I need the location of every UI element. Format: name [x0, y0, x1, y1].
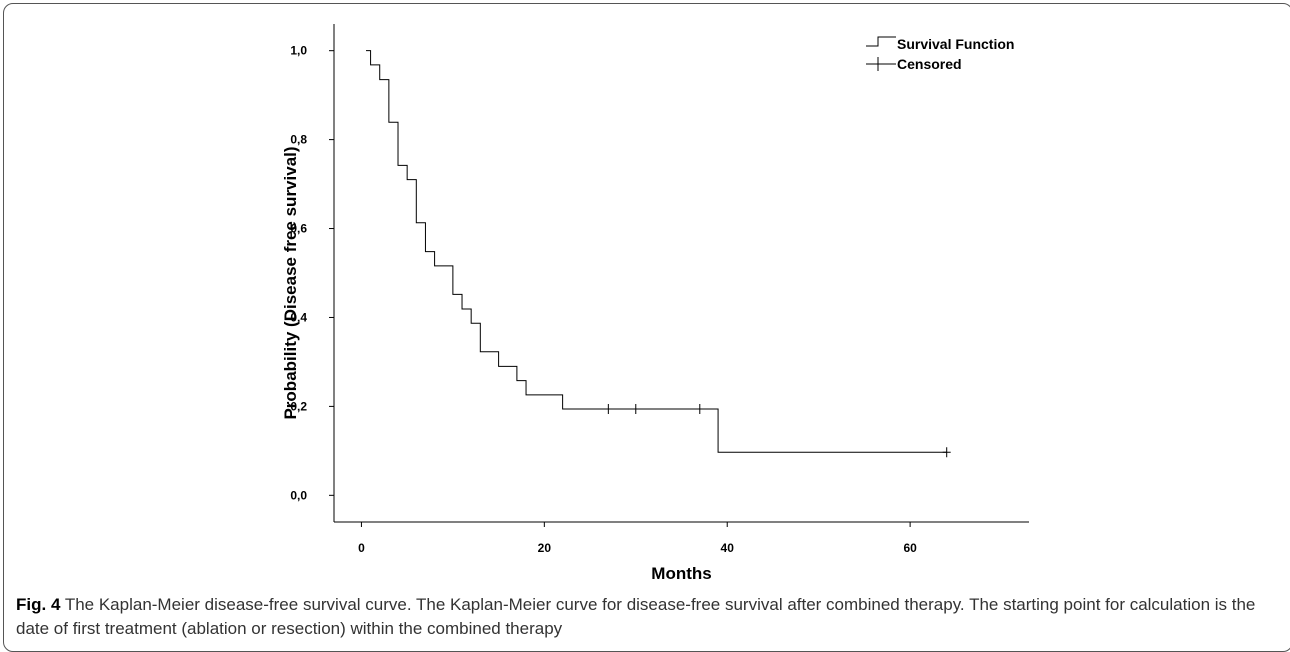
x-tick-label: 0: [358, 541, 365, 555]
x-axis-title: Months: [651, 564, 711, 583]
legend-label-survival-function: Survival Function: [897, 36, 1014, 52]
y-axis-title: Probability (Disease free survival): [281, 146, 300, 419]
caption-text: The Kaplan-Meier disease-free survival c…: [16, 595, 1256, 638]
tick-group: 0,0 0,2 0,4 0,6 0,8 1,0 0 20 40 60: [290, 44, 917, 555]
y-tick-label: 0,4: [290, 310, 307, 324]
x-tick-label: 60: [903, 541, 917, 555]
caption-label: Fig. 4: [16, 595, 61, 614]
censored-marker: [942, 447, 951, 458]
survival-function-line: [366, 50, 947, 453]
censored-marker: [604, 404, 613, 415]
plot-area: [366, 50, 951, 458]
x-tick-label: 40: [721, 541, 735, 555]
y-tick-label: 1,0: [290, 44, 307, 58]
y-tick-label: 0,8: [290, 133, 307, 147]
x-tick-label: 20: [538, 541, 552, 555]
legend-step-symbol: [866, 36, 896, 47]
y-tick-label: 0,6: [290, 222, 307, 236]
figure-caption: Fig. 4 The Kaplan-Meier disease-free sur…: [16, 593, 1276, 641]
legend: Survival Function Censored: [866, 36, 1014, 72]
censored-marker: [695, 404, 704, 415]
y-tick-label: 0,0: [290, 488, 307, 502]
axes: [333, 24, 1029, 523]
survival-chart: 0,0 0,2 0,4 0,6 0,8 1,0 0 20 40 60 Probability (D…: [281, 24, 1029, 583]
y-tick-label: 0,2: [290, 399, 307, 413]
legend-label-censored: Censored: [897, 56, 962, 72]
censored-marker: [631, 404, 640, 415]
legend-censored-symbol: [866, 57, 896, 71]
